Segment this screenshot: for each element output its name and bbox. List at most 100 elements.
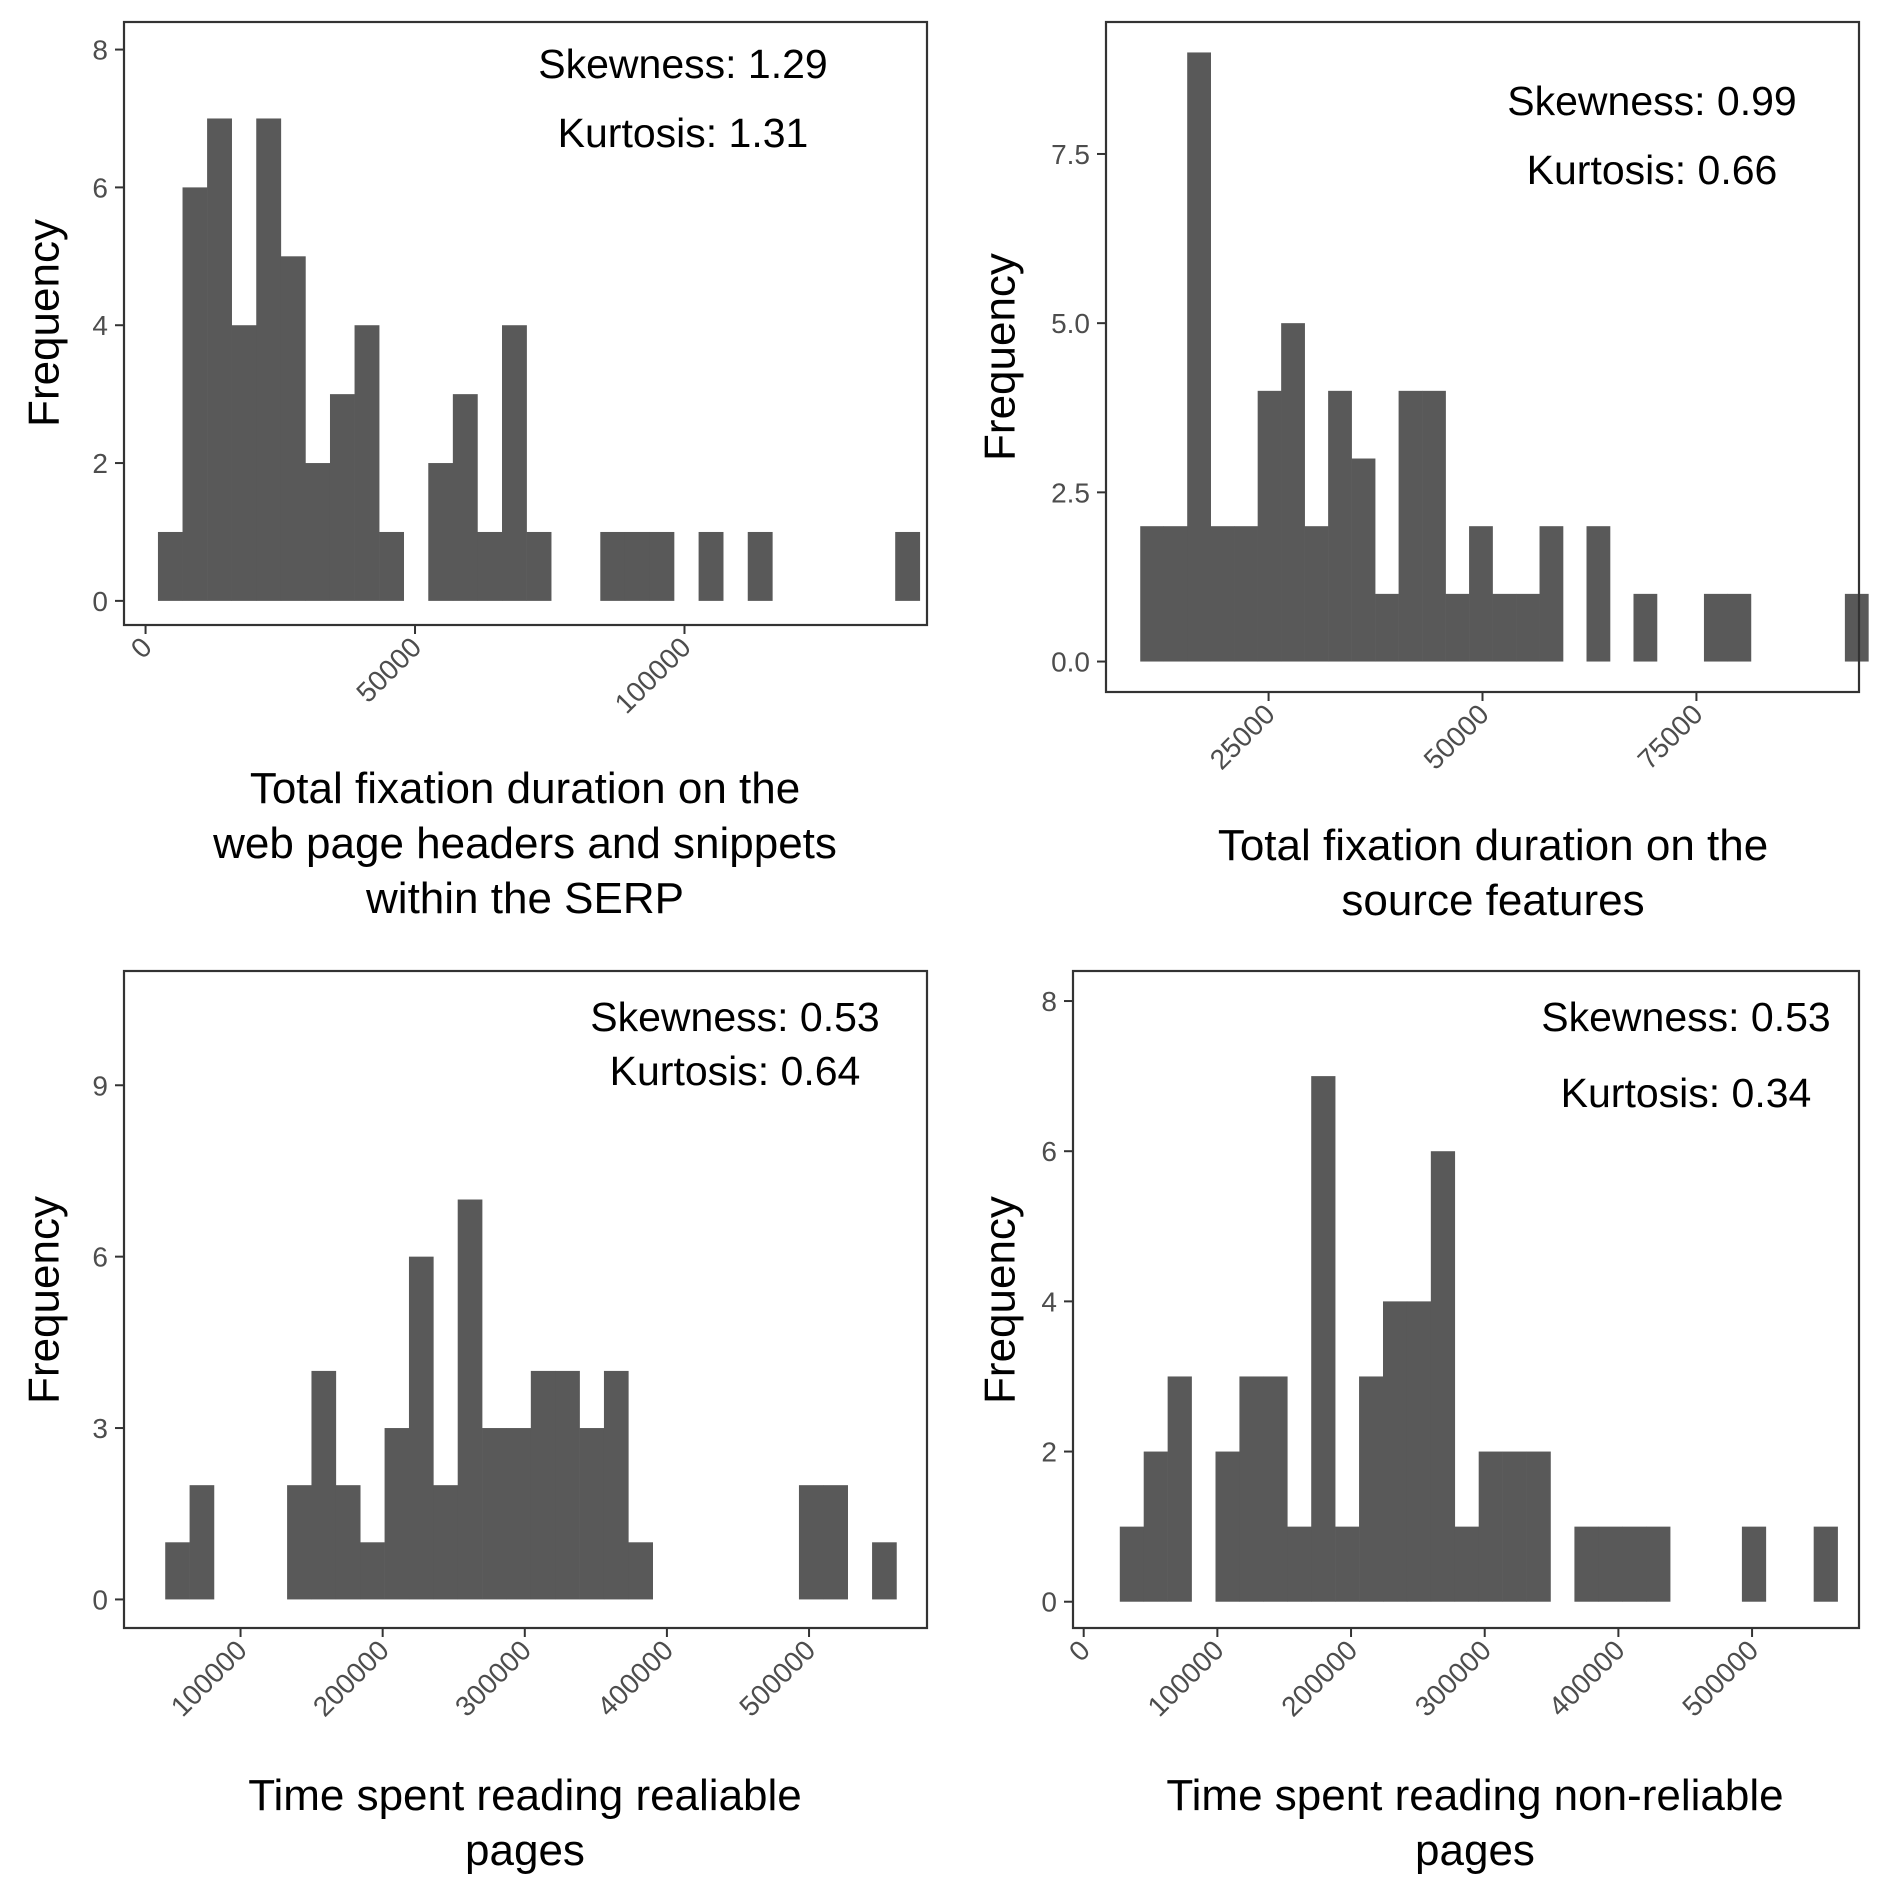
histogram-bar <box>1304 526 1329 662</box>
y-axis-title: Frequency <box>976 253 1025 461</box>
x-tick-label: 300000 <box>449 1634 537 1722</box>
histogram-bar <box>1210 526 1235 662</box>
histogram-bar <box>1257 390 1282 662</box>
histogram-bar <box>1622 1526 1647 1602</box>
histogram-bar <box>579 1428 605 1600</box>
histogram-bar <box>157 531 183 601</box>
histogram-bar <box>1382 1301 1408 1602</box>
histogram-bar <box>452 394 478 601</box>
histogram-bar <box>182 187 208 601</box>
histogram-bar <box>628 1542 653 1600</box>
x-tick-label: 75000 <box>1632 698 1709 775</box>
y-axis-title: Frequency <box>20 1196 69 1404</box>
histogram-bar <box>823 1485 848 1600</box>
histogram-bar <box>1215 1451 1240 1602</box>
histogram-bar <box>1526 1451 1551 1602</box>
x-tick-label: 0 <box>1063 1634 1096 1667</box>
histogram-bar <box>379 531 405 601</box>
histogram-bar <box>1281 323 1305 662</box>
x-tick-label: 400000 <box>591 1634 679 1722</box>
histogram-bar <box>1263 1376 1288 1602</box>
y-tick-label: 6 <box>1041 1136 1057 1167</box>
histogram-bar <box>207 118 232 601</box>
histogram-bar <box>329 394 355 601</box>
histogram-bar <box>408 1256 434 1600</box>
panel-border <box>122 20 929 627</box>
histogram-bar <box>747 531 773 601</box>
histogram-panel-1: 0 2 4 6 8 0 50000 100000 Frequency Total fixation… <box>20 20 929 923</box>
histogram-panel-4: 0 2 4 6 8 0 100000 200000 300000 400000 500000 Freq… <box>976 969 1861 1875</box>
y-tick-label: 5.0 <box>1051 308 1090 339</box>
histogram-bar <box>231 325 257 601</box>
y-tick-label: 0 <box>1041 1587 1057 1618</box>
histogram-bar <box>698 531 724 601</box>
x-tick-label: 100000 <box>165 1634 253 1722</box>
histogram-bar <box>1516 593 1540 662</box>
y-tick-label: 0 <box>92 1584 108 1615</box>
y-tick-label: 2 <box>1041 1437 1057 1468</box>
histogram-bar <box>1574 1526 1599 1602</box>
histogram-bar <box>1478 1451 1503 1602</box>
histogram-bar <box>1398 390 1423 662</box>
histogram-bar <box>1287 1526 1312 1602</box>
histogram-bar <box>624 531 650 601</box>
histogram-bar <box>1469 526 1493 662</box>
x-tick-label: 300000 <box>1409 1634 1497 1722</box>
skewness-annotation: Skewness: 0.53 <box>1541 994 1830 1040</box>
y-axis-title: Frequency <box>976 1196 1025 1404</box>
histogram-bar <box>1406 1301 1432 1602</box>
histogram-bar <box>600 531 626 601</box>
histogram-bar <box>1311 1076 1336 1602</box>
histogram-bar <box>1359 1376 1384 1602</box>
y-tick-label: 2.5 <box>1051 477 1090 508</box>
y-tick-label: 2 <box>92 448 108 479</box>
histogram-bar <box>1633 593 1658 662</box>
histogram-bar <box>335 1485 361 1600</box>
histogram-bar <box>256 118 282 601</box>
histogram-bar <box>1143 1451 1168 1602</box>
kurtosis-annotation: Kurtosis: 0.66 <box>1527 147 1778 193</box>
plot-area <box>1073 971 1859 1628</box>
x-axis-title: Time spent reading realiable pages <box>248 1771 802 1875</box>
x-axis-title-line: source features <box>1341 876 1644 925</box>
y-tick-label: 7.5 <box>1051 139 1090 170</box>
x-axis-title-line: Time spent reading non-reliable <box>1166 1771 1783 1820</box>
histogram-bar <box>1454 1526 1479 1602</box>
histogram-bar <box>1375 593 1399 662</box>
histogram-bar <box>1163 526 1188 662</box>
histogram-bar <box>384 1428 410 1600</box>
histogram-bar <box>1234 526 1258 662</box>
x-tick-label: 50000 <box>350 631 427 708</box>
x-axis-title: Total fixation duration on the web page h… <box>212 764 837 923</box>
histogram-bar <box>1741 1526 1767 1602</box>
histogram-bar <box>502 325 527 601</box>
y-tick-label: 3 <box>92 1413 108 1444</box>
histogram-bar <box>1351 458 1376 662</box>
histogram-bar <box>1539 526 1564 662</box>
histogram-bar <box>1328 390 1352 662</box>
histogram-bar <box>1598 1526 1623 1602</box>
x-axis-title-line: Total fixation duration on the <box>250 764 800 813</box>
histogram-bar <box>872 1542 897 1600</box>
histogram-bar <box>1502 1451 1527 1602</box>
x-tick-label: 200000 <box>307 1634 395 1722</box>
histogram-bar <box>895 531 921 601</box>
histogram-bar <box>530 1370 556 1600</box>
kurtosis-annotation: Kurtosis: 1.31 <box>558 110 809 156</box>
x-tick-label: 0 <box>125 631 158 664</box>
histogram-bar <box>1813 1526 1838 1602</box>
y-tick-label: 4 <box>92 310 108 341</box>
panel-border <box>1071 969 1861 1630</box>
histogram-panel-2: 0.0 2.5 5.0 7.5 25000 50000 75000 Frequency Tota… <box>976 20 1869 925</box>
histogram-bar <box>1445 593 1470 662</box>
histogram-bar <box>603 1370 629 1600</box>
histogram-bar <box>287 1485 312 1600</box>
x-tick-label: 100000 <box>609 631 697 719</box>
histogram-bar <box>433 1485 458 1600</box>
skewness-annotation: Skewness: 1.29 <box>538 41 827 87</box>
histogram-bar <box>165 1542 190 1600</box>
kurtosis-annotation: Kurtosis: 0.34 <box>1561 1070 1812 1116</box>
histogram-bar <box>1239 1376 1264 1602</box>
x-axis-title-line: pages <box>465 1826 585 1875</box>
histogram-bar <box>1430 1151 1456 1602</box>
